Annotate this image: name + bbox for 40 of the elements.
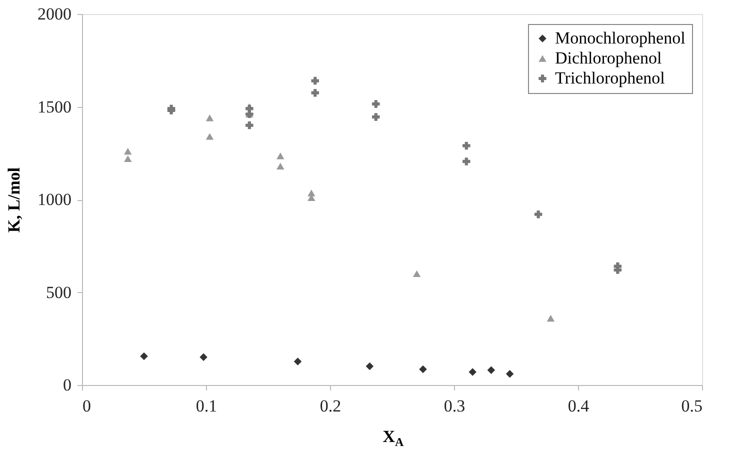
y-axis-title: K, L/mol — [4, 167, 24, 233]
x-tick-label: 0.5 — [681, 396, 702, 416]
point — [294, 358, 302, 366]
point — [124, 148, 132, 155]
x-tick-label: 0.3 — [444, 396, 466, 416]
y-tick-label: 2000 — [38, 4, 72, 24]
y-tick-label: 1000 — [38, 190, 72, 209]
point — [419, 365, 427, 374]
point — [246, 121, 254, 130]
y-tick-label: 500 — [46, 282, 72, 302]
point — [311, 76, 319, 85]
legend-label: Monochlorophenol — [555, 28, 686, 48]
point — [140, 352, 148, 360]
point — [487, 366, 496, 374]
point — [506, 370, 514, 378]
point — [276, 152, 284, 160]
point — [124, 155, 132, 162]
point — [206, 133, 214, 140]
y-tick-label: 0 — [63, 376, 72, 394]
point — [276, 162, 284, 170]
point — [372, 100, 380, 108]
point — [468, 368, 476, 376]
x-tick-label: 0 — [82, 396, 91, 416]
point — [372, 113, 380, 121]
point — [308, 190, 316, 196]
point — [206, 114, 214, 122]
x-tick-label: 0.4 — [568, 396, 590, 416]
point — [311, 88, 319, 97]
y-tick-label: 1500 — [38, 97, 72, 116]
point — [546, 314, 555, 322]
point — [412, 270, 421, 278]
point — [462, 142, 470, 150]
point — [534, 210, 542, 218]
x-tick-label: 0.2 — [320, 396, 342, 416]
point — [366, 362, 374, 370]
point — [462, 158, 470, 166]
legend-label: Dichlorophenol — [555, 48, 662, 68]
legend-label: Trichlorophenol — [555, 68, 666, 88]
x-tick-label: 0.1 — [196, 396, 218, 416]
point — [200, 353, 208, 362]
